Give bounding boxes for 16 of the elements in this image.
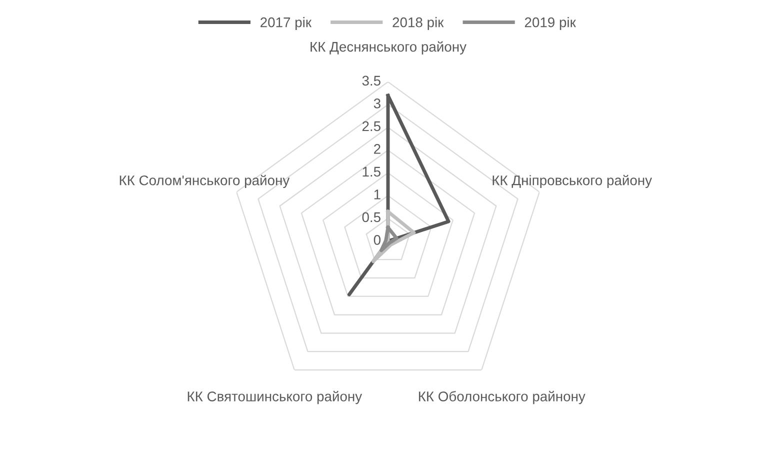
spoke-label: КК Деснянського району (310, 41, 466, 54)
y-tick-label: 0.5 (362, 212, 380, 222)
y-tick-label: 2.5 (362, 121, 380, 132)
spoke-label: КК Святошинського району (188, 390, 362, 404)
y-tick-label: 0 (374, 235, 381, 245)
y-tick-label: 2 (374, 144, 380, 154)
legend-label: 2018 рік (392, 17, 444, 30)
spoke-label: КК Дніпровського району (492, 174, 652, 188)
spoke-label: КК Солом'янського району (120, 174, 290, 188)
spoke-label: КК Оболонського райнону (418, 390, 586, 404)
legend-label: 2019 рік (524, 17, 576, 30)
y-tick-label: 3.5 (362, 76, 380, 86)
legend-label: 2017 рік (260, 17, 312, 30)
y-tick-label: 3 (374, 98, 380, 108)
y-tick-label: 1.5 (362, 166, 380, 177)
y-tick-label: 1 (374, 190, 380, 200)
